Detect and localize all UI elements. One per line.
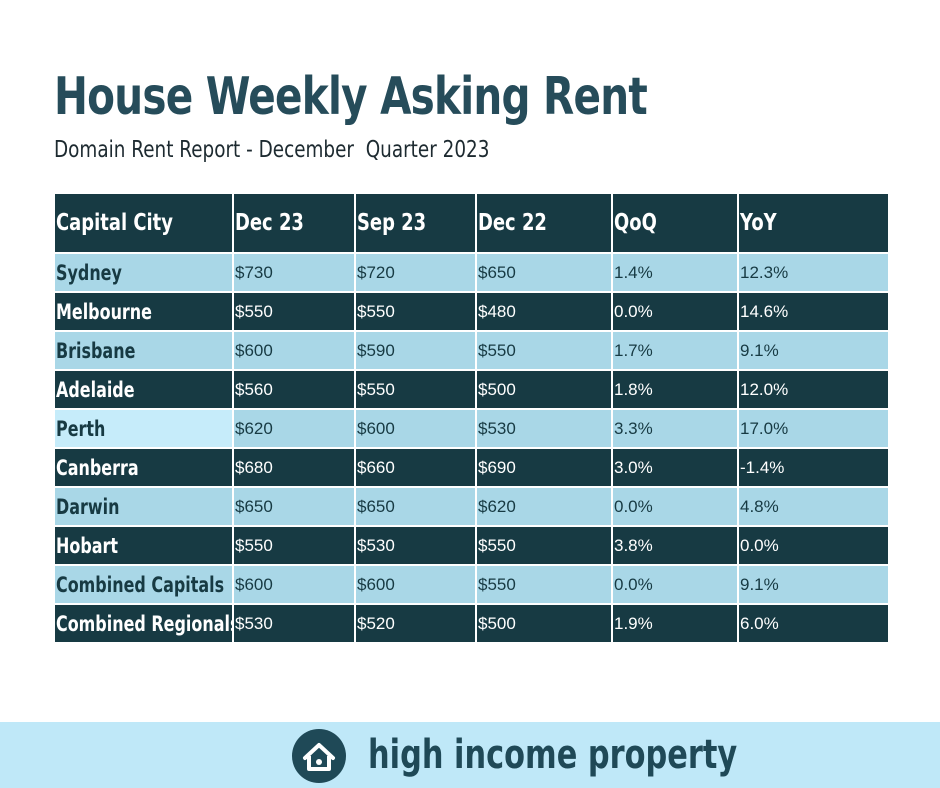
table-row: Combined Regionals $530 $520 $500 1.9% 6…: [53, 603, 890, 644]
value-cell: $600: [232, 330, 356, 371]
value-cell: $590: [354, 330, 477, 371]
value-cell: $550: [475, 525, 613, 566]
value-cell: $730: [232, 252, 356, 293]
value-cell: 1.7%: [611, 330, 739, 371]
table-row: Adelaide $560 $550 $500 1.8% 12.0%: [53, 369, 890, 410]
value-cell: 0.0%: [611, 486, 739, 527]
table-body: Sydney $730 $720 $650 1.4% 12.3% Melbour…: [53, 252, 890, 644]
city-cell: Perth: [53, 408, 234, 449]
value-cell: 12.3%: [737, 252, 890, 293]
table-row: Perth $620 $600 $530 3.3% 17.0%: [53, 408, 890, 449]
city-cell: Adelaide: [53, 369, 234, 410]
header-yoy: YoY: [737, 192, 890, 254]
value-cell: 0.0%: [737, 525, 890, 566]
value-cell: 9.1%: [737, 330, 890, 371]
value-cell: $550: [354, 369, 477, 410]
city-cell: Hobart: [53, 525, 234, 566]
value-cell: $550: [475, 564, 613, 605]
rent-table: Capital City Dec 23 Sep 23 Dec 22 QoQ Yo…: [53, 192, 890, 644]
table-row: Combined Capitals $600 $600 $550 0.0% 9.…: [53, 564, 890, 605]
value-cell: $550: [354, 291, 477, 332]
value-cell: 1.8%: [611, 369, 739, 410]
value-cell: $600: [354, 408, 477, 449]
value-cell: $720: [354, 252, 477, 293]
city-cell: Combined Capitals: [53, 564, 234, 605]
table-row: Darwin $650 $650 $620 0.0% 4.8%: [53, 486, 890, 527]
value-cell: $500: [475, 603, 613, 644]
value-cell: 3.8%: [611, 525, 739, 566]
city-cell: Melbourne: [53, 291, 234, 332]
table-row: Sydney $730 $720 $650 1.4% 12.3%: [53, 252, 890, 293]
value-cell: 0.0%: [611, 564, 739, 605]
value-cell: 9.1%: [737, 564, 890, 605]
page-title: House Weekly Asking Rent: [54, 67, 648, 127]
header-capital-city: Capital City: [53, 192, 234, 254]
value-cell: $650: [475, 252, 613, 293]
table-header: Capital City Dec 23 Sep 23 Dec 22 QoQ Yo…: [53, 192, 890, 254]
header-row: Capital City Dec 23 Sep 23 Dec 22 QoQ Yo…: [53, 192, 890, 254]
value-cell: $550: [232, 291, 356, 332]
city-cell: Darwin: [53, 486, 234, 527]
value-cell: $620: [232, 408, 356, 449]
header-dec-22: Dec 22: [475, 192, 613, 254]
value-cell: 1.4%: [611, 252, 739, 293]
brand-name: high income property: [368, 732, 738, 778]
value-cell: 6.0%: [737, 603, 890, 644]
page-subtitle: Domain Rent Report - December Quarter 20…: [54, 137, 490, 163]
value-cell: $620: [475, 486, 613, 527]
value-cell: $690: [475, 447, 613, 488]
city-cell: Sydney: [53, 252, 234, 293]
value-cell: $530: [232, 603, 356, 644]
value-cell: 17.0%: [737, 408, 890, 449]
value-cell: $550: [475, 330, 613, 371]
value-cell: $500: [475, 369, 613, 410]
value-cell: $600: [354, 564, 477, 605]
header-qoq: QoQ: [611, 192, 739, 254]
city-cell: Combined Regionals: [53, 603, 234, 644]
value-cell: 3.0%: [611, 447, 739, 488]
table-row: Canberra $680 $660 $690 3.0% -1.4%: [53, 447, 890, 488]
value-cell: 4.8%: [737, 486, 890, 527]
value-cell: $660: [354, 447, 477, 488]
city-cell: Canberra: [53, 447, 234, 488]
value-cell: $480: [475, 291, 613, 332]
value-cell: 0.0%: [611, 291, 739, 332]
table-row: Hobart $550 $530 $550 3.8% 0.0%: [53, 525, 890, 566]
house-icon: [292, 729, 346, 783]
house-icon-graphic: [303, 743, 335, 771]
city-cell: Brisbane: [53, 330, 234, 371]
table-row: Melbourne $550 $550 $480 0.0% 14.6%: [53, 291, 890, 332]
value-cell: $550: [232, 525, 356, 566]
footer-banner: high income property: [0, 722, 940, 788]
table-row: Brisbane $600 $590 $550 1.7% 9.1%: [53, 330, 890, 371]
value-cell: 12.0%: [737, 369, 890, 410]
value-cell: $650: [354, 486, 477, 527]
value-cell: $520: [354, 603, 477, 644]
value-cell: -1.4%: [737, 447, 890, 488]
value-cell: 1.9%: [611, 603, 739, 644]
value-cell: $530: [354, 525, 477, 566]
header-dec-23: Dec 23: [232, 192, 356, 254]
value-cell: 14.6%: [737, 291, 890, 332]
value-cell: $560: [232, 369, 356, 410]
value-cell: 3.3%: [611, 408, 739, 449]
value-cell: $650: [232, 486, 356, 527]
value-cell: $600: [232, 564, 356, 605]
header-sep-23: Sep 23: [354, 192, 477, 254]
value-cell: $530: [475, 408, 613, 449]
value-cell: $680: [232, 447, 356, 488]
